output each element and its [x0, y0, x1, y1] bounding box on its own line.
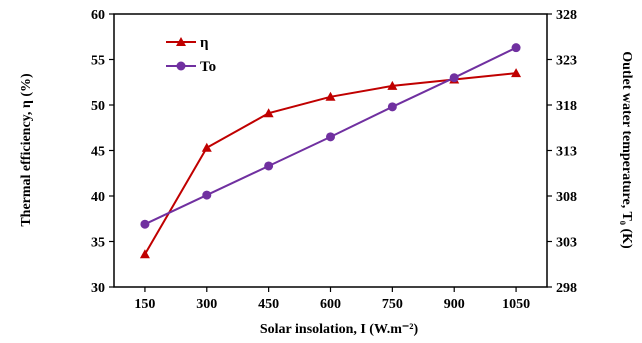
- right-tick-label: 323: [556, 54, 577, 69]
- left-tick-label: 50: [91, 99, 105, 114]
- data-point-to: [264, 161, 274, 171]
- left-axis-title: Thermal efficiency, η (%): [19, 73, 34, 227]
- right-tick-label: 318: [556, 99, 577, 114]
- right-tick-label: 313: [556, 145, 577, 160]
- right-axis-ticks: 298 303 308 313 318 323 328: [547, 8, 577, 296]
- data-point-eta: [387, 80, 398, 90]
- legend-to-circle-marker: [176, 61, 186, 71]
- x-tick-label: 1050: [502, 297, 530, 312]
- left-tick-label: 45: [91, 145, 105, 160]
- right-tick-label: 303: [556, 236, 577, 251]
- data-point-eta: [263, 108, 274, 118]
- x-tick-label: 600: [320, 297, 341, 312]
- data-point-to: [449, 73, 459, 83]
- left-axis-ticks: 30 35 40 45 50 55 60: [91, 8, 114, 296]
- data-point-eta: [201, 142, 212, 152]
- data-point-eta: [325, 91, 336, 101]
- legend-eta-label: η: [200, 35, 209, 51]
- data-point-to: [202, 190, 212, 200]
- legend-item-eta: η: [166, 35, 209, 51]
- right-axis-title: Outlet water temperature, T₀ (K): [619, 51, 634, 249]
- legend-item-to: To: [166, 59, 216, 75]
- right-tick-label: 308: [556, 190, 577, 205]
- data-point-to: [326, 132, 335, 142]
- left-tick-label: 40: [91, 190, 105, 205]
- left-tick-label: 35: [91, 236, 105, 251]
- legend-to-label: To: [200, 59, 216, 75]
- series-layer: [139, 43, 522, 259]
- data-point-to: [511, 43, 521, 53]
- data-point-eta: [511, 68, 522, 78]
- x-tick-label: 300: [196, 297, 217, 312]
- legend-eta-triangle-marker: [176, 37, 186, 46]
- legend: η To: [166, 35, 216, 75]
- left-tick-label: 60: [91, 8, 105, 23]
- plot-area-frame: [113, 13, 548, 288]
- x-tick-label: 150: [134, 297, 155, 312]
- right-tick-label: 298: [556, 281, 577, 296]
- left-tick-label: 55: [91, 54, 105, 69]
- x-tick-label: 750: [382, 297, 403, 312]
- x-tick-label: 450: [258, 297, 279, 312]
- data-point-eta: [139, 249, 150, 259]
- data-point-to: [140, 219, 150, 229]
- data-point-to: [387, 102, 397, 112]
- right-tick-label: 328: [556, 8, 577, 23]
- x-tick-label: 900: [444, 297, 465, 312]
- left-tick-label: 30: [91, 281, 105, 296]
- x-axis-title: Solar insolation, I (W.m⁻²): [260, 322, 419, 337]
- x-axis-ticks: 150 300 450 600 750 900 1050: [134, 287, 530, 312]
